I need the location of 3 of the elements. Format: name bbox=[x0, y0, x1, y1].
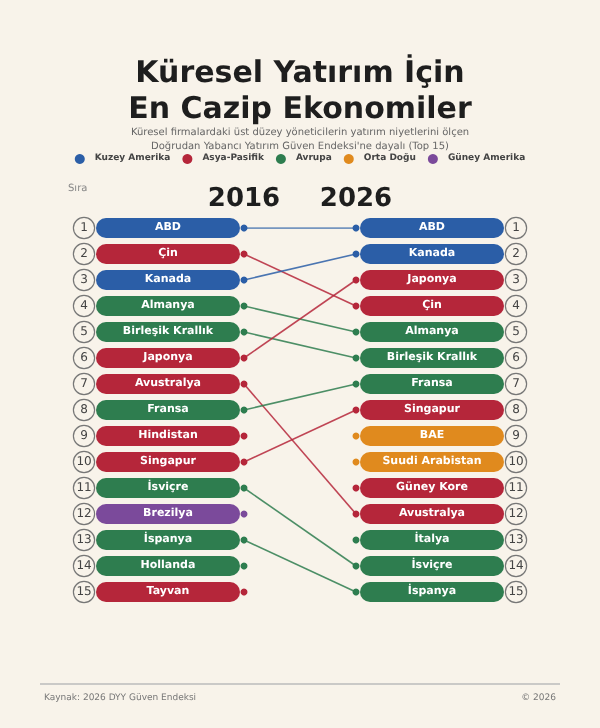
x-tick-label: 2026 bbox=[319, 184, 393, 214]
x-tick-label: 2016 bbox=[207, 184, 281, 214]
chart-title: Küresel Yatırım İçin En Cazip Ekonomiler bbox=[128, 54, 473, 126]
